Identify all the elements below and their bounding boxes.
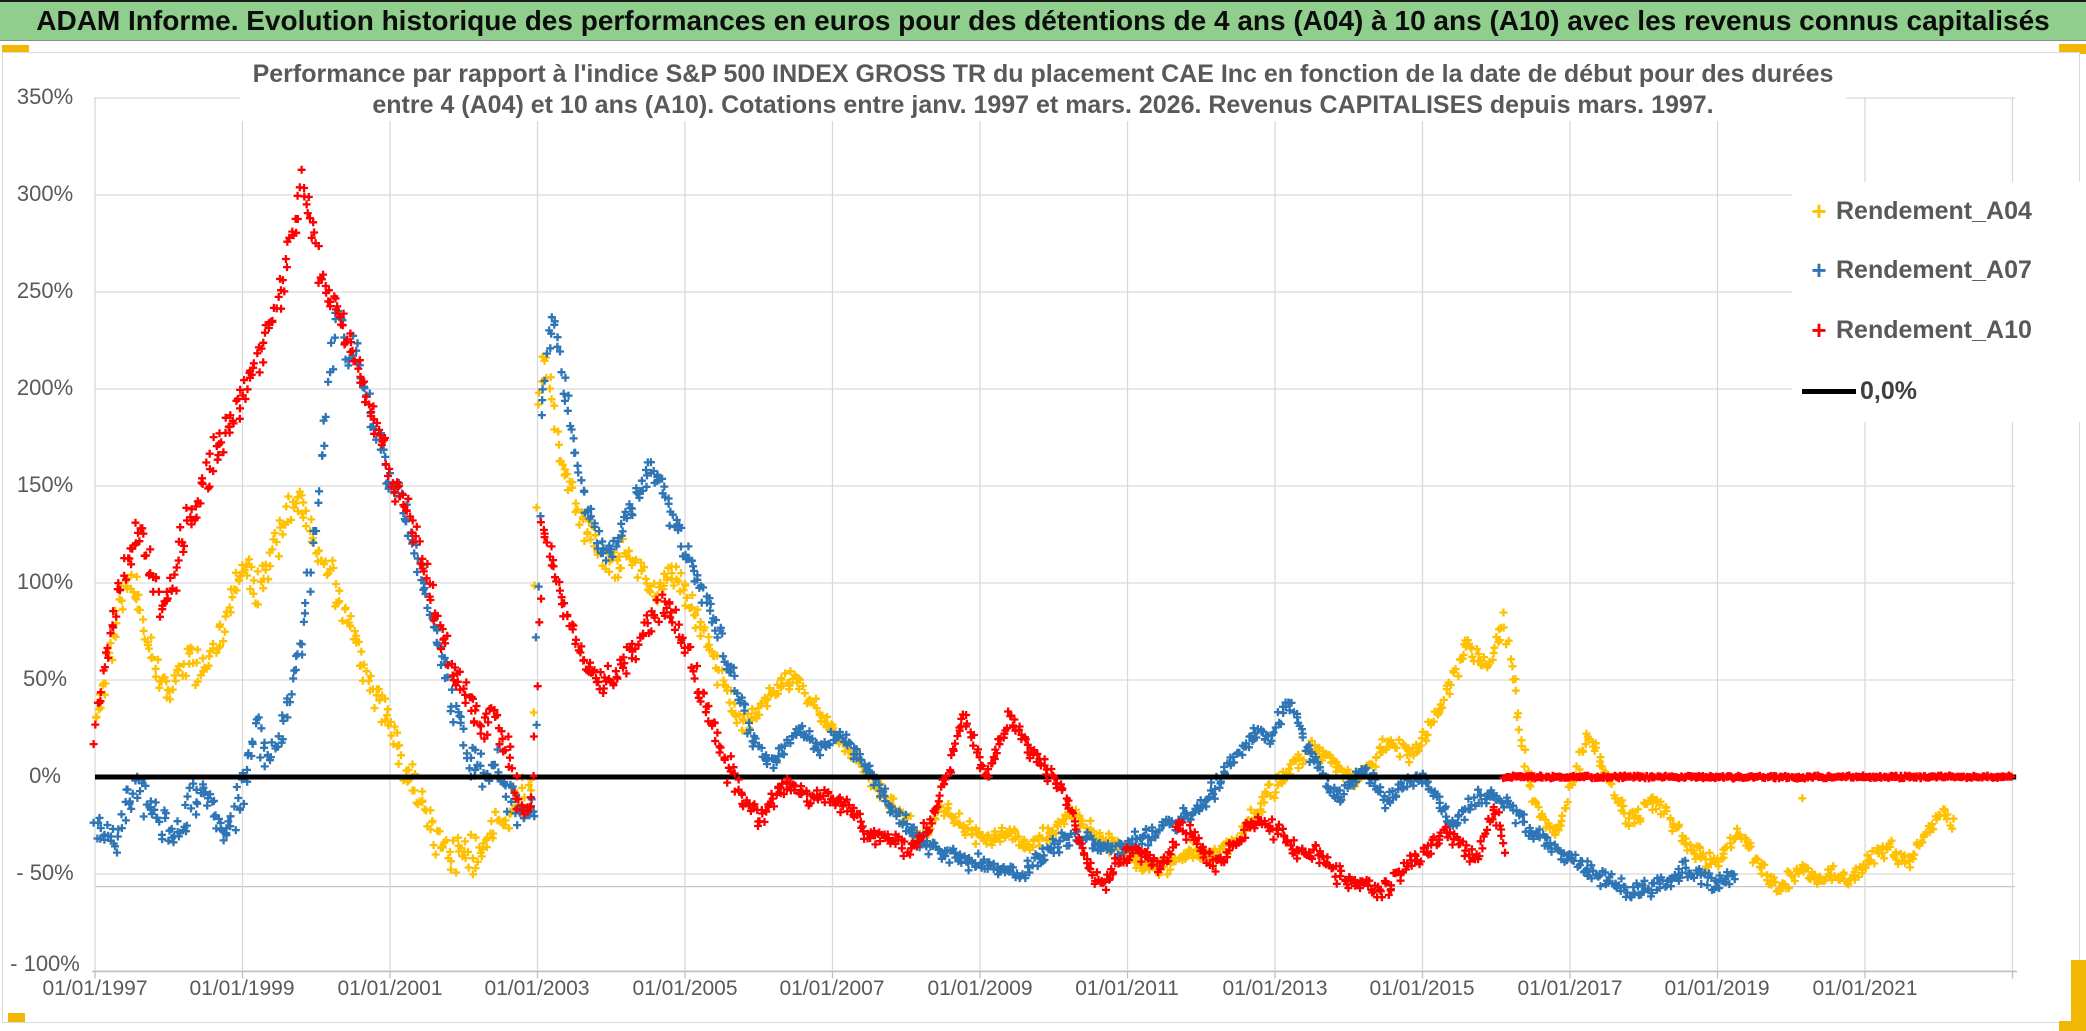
x-tick-2011: 01/01/2011: [1075, 977, 1179, 1000]
y-tick-0: 0%: [29, 763, 61, 788]
chart-title-line2: entre 4 (A04) et 10 ans (A10). Cotations…: [372, 91, 1714, 119]
y-tick-350: 350%: [16, 84, 74, 109]
y-tick-m50: - 50%: [16, 860, 74, 885]
y-tick-m100: - 100%: [10, 951, 80, 976]
x-tick-1997: 01/01/1997: [42, 977, 148, 1000]
chart-title: Performance par rapport à l'indice S&P 5…: [240, 59, 1846, 121]
y-tick-50: 50%: [22, 666, 68, 691]
header-bar: ADAM Informe. Evolution historique des p…: [0, 2, 2086, 41]
legend-label: Rendement_A10: [1836, 315, 2032, 344]
chart-legend: + Rendement_A04 + Rendement_A07 + Rendem…: [1792, 182, 2080, 422]
chart-panel[interactable]: [2, 52, 2080, 1023]
legend-item-zero-line[interactable]: 0,0%: [1802, 374, 1917, 408]
y-tick-100: 100%: [16, 569, 74, 594]
x-tick-2019: 01/01/2019: [1664, 977, 1770, 1000]
y-tick-150: 150%: [16, 472, 74, 497]
y-tick-300: 300%: [16, 181, 74, 206]
y-tick-250: 250%: [16, 278, 74, 303]
zero-line-swatch: [1802, 388, 1856, 394]
y-tick-200: 200%: [16, 375, 74, 400]
window-top-border: [0, 0, 2086, 2]
legend-label: Rendement_A07: [1836, 255, 2032, 284]
legend-label: 0,0%: [1860, 376, 1917, 405]
x-tick-2021: 01/01/2021: [1812, 977, 1918, 1000]
gold-frame-right: [2071, 960, 2086, 1031]
x-tick-2015: 01/01/2015: [1369, 977, 1475, 1000]
chart-title-line1: Performance par rapport à l'indice S&P 5…: [252, 60, 1834, 88]
x-tick-2003: 01/01/2003: [484, 977, 590, 1000]
x-tick-2007: 01/01/2007: [779, 977, 885, 1000]
plus-marker-icon: +: [1811, 196, 1827, 226]
plus-marker-icon: +: [1811, 255, 1827, 285]
legend-item-rendement-a10[interactable]: + Rendement_A10: [1802, 313, 2032, 347]
x-tick-2009: 01/01/2009: [927, 977, 1033, 1000]
page-title: ADAM Informe. Evolution historique des p…: [36, 5, 2050, 36]
gold-frame-bottom-left: [8, 1013, 25, 1022]
x-tick-1999: 01/01/1999: [189, 977, 295, 1000]
x-tick-2017: 01/01/2017: [1517, 977, 1623, 1000]
plus-marker-icon: +: [1811, 315, 1827, 345]
x-tick-2001: 01/01/2001: [337, 977, 443, 1000]
gold-frame-top-left: [2, 45, 29, 53]
legend-item-rendement-a07[interactable]: + Rendement_A07: [1802, 253, 2032, 287]
gold-frame-bottom-right: [2059, 1021, 2086, 1031]
gold-frame-top-right: [2059, 44, 2086, 54]
legend-item-rendement-a04[interactable]: + Rendement_A04: [1802, 194, 2032, 228]
x-tick-2013: 01/01/2013: [1222, 977, 1328, 1000]
x-tick-2005: 01/01/2005: [632, 977, 738, 1000]
legend-label: Rendement_A04: [1836, 196, 2032, 225]
